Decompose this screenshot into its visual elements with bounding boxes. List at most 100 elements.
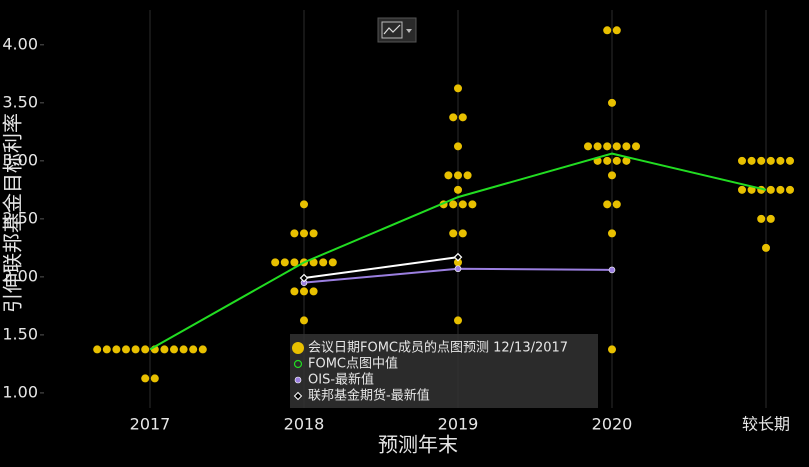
dot: [454, 316, 462, 325]
dot: [766, 156, 775, 165]
dot: [449, 200, 458, 209]
dot: [300, 229, 308, 238]
dot: [603, 142, 612, 151]
dot: [300, 200, 308, 209]
dot: [622, 156, 631, 165]
dot: [612, 156, 621, 165]
x-tick-label: 2018: [284, 415, 325, 434]
dot: [198, 345, 207, 354]
x-tick-label: 较长期: [742, 415, 790, 434]
chart-type-button[interactable]: [377, 17, 417, 43]
dot: [271, 258, 280, 267]
dot: [454, 84, 462, 93]
dot: [603, 200, 612, 209]
dot: [454, 185, 462, 194]
dot: [309, 258, 318, 267]
dot: [290, 287, 299, 296]
x-tick-label: 2020: [592, 415, 633, 434]
dot: [776, 156, 785, 165]
y-tick-label: 3.50: [2, 92, 38, 111]
legend: 会议日期FOMC成员的点图预测 12/13/2017FOMC点图中值OIS-最新…: [290, 334, 598, 408]
dot: [179, 345, 188, 354]
line-marker: [453, 252, 463, 262]
dot: [603, 26, 612, 35]
dot: [309, 229, 318, 238]
legend-label: OIS-最新值: [308, 372, 374, 388]
dot: [608, 229, 616, 238]
dot: [776, 185, 785, 194]
dot: [280, 258, 289, 267]
dot: [160, 345, 169, 354]
dot: [738, 185, 746, 194]
dot: [766, 185, 775, 194]
dot: [608, 345, 616, 354]
dot: [747, 156, 756, 165]
y-tick-label: 2.00: [2, 266, 38, 285]
dot: [290, 229, 299, 238]
dot: [738, 156, 746, 165]
dot: [112, 345, 121, 354]
x-axis-label: 预测年末: [378, 433, 458, 457]
dot: [612, 200, 621, 209]
dot: [468, 200, 477, 209]
line-marker: [299, 273, 309, 283]
line-marker: [608, 266, 616, 274]
dot: [612, 26, 621, 35]
y-tick-label: 4.00: [2, 34, 38, 53]
dot: [122, 345, 130, 354]
dot: [786, 156, 794, 165]
dot: [290, 258, 299, 267]
dot: [141, 345, 150, 354]
dot: [786, 185, 794, 194]
line: [303, 256, 459, 280]
y-tick-label: 1.00: [2, 382, 38, 401]
dot: [584, 142, 592, 151]
dot: [458, 200, 467, 209]
legend-swatch: [292, 342, 304, 354]
dot: [150, 374, 159, 383]
dot: [102, 345, 111, 354]
dot: [449, 229, 458, 238]
dot: [622, 142, 631, 151]
dot: [131, 345, 140, 354]
dot: [93, 345, 102, 354]
legend-label: FOMC点图中值: [308, 356, 398, 372]
legend-label: 联邦基金期货-最新值: [308, 388, 430, 404]
y-tick-label: 2.50: [2, 208, 38, 227]
dot: [612, 142, 621, 151]
dot: [762, 243, 770, 252]
x-tick-label: 2017: [130, 415, 171, 434]
dot: [454, 142, 462, 151]
legend-swatch: [294, 376, 302, 384]
dot: [170, 345, 178, 354]
y-tick-label: 1.50: [2, 324, 38, 343]
dot: [463, 171, 472, 180]
y-axis-label: 引伸联邦基金目标利率: [1, 113, 25, 313]
y-tick-label: 3.00: [2, 150, 38, 169]
dot: [757, 214, 766, 223]
dot: [458, 229, 467, 238]
dot: [603, 156, 612, 165]
dot: [458, 113, 467, 122]
legend-swatch: [293, 391, 303, 401]
dot: [454, 258, 462, 267]
dot: [593, 142, 602, 151]
dot: [309, 287, 318, 296]
dot: [319, 258, 328, 267]
legend-label: 会议日期FOMC成员的点图预测 12/13/2017: [308, 340, 568, 356]
dot: [300, 316, 308, 325]
dot: [608, 98, 616, 107]
dot: [189, 345, 198, 354]
line: [149, 152, 767, 351]
dot: [328, 258, 337, 267]
dot: [454, 171, 462, 180]
x-tick-label: 2019: [438, 415, 479, 434]
legend-swatch: [293, 359, 303, 369]
legend-box: [290, 334, 598, 408]
dot: [444, 171, 453, 180]
dot: [608, 171, 616, 180]
dot: [141, 374, 150, 383]
dot: [449, 113, 458, 122]
dot: [632, 142, 640, 151]
